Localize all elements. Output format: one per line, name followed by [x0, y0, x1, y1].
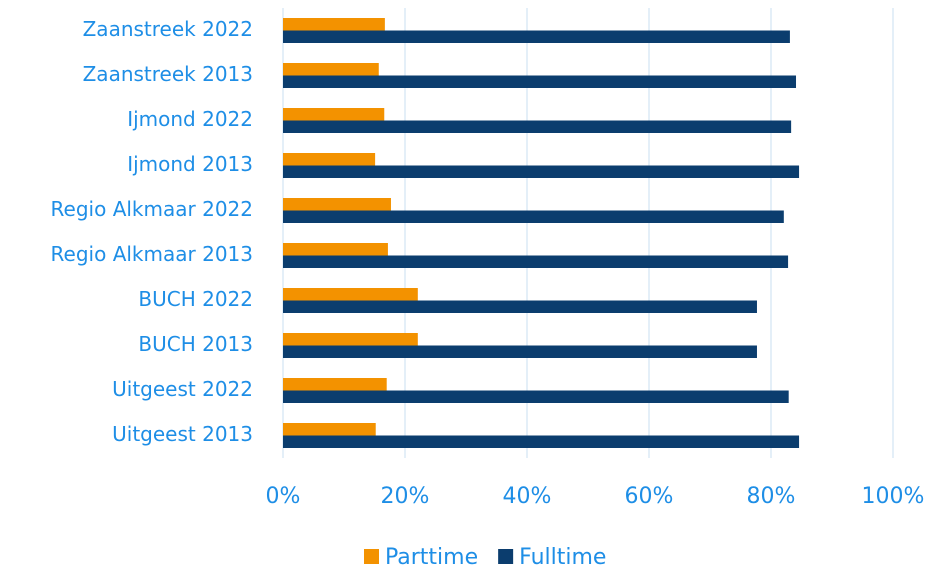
- bar: [283, 75, 797, 88]
- bar: [283, 378, 387, 391]
- x-tick-label: 0%: [266, 484, 301, 509]
- bar: [283, 243, 388, 256]
- bar: [283, 300, 757, 313]
- bar: [283, 288, 418, 301]
- bar: [283, 255, 789, 268]
- bar: [283, 333, 418, 346]
- y-tick-label: Uitgeest 2022: [112, 377, 253, 401]
- y-tick-label: Zaanstreek 2022: [83, 17, 253, 41]
- bar: [283, 210, 784, 223]
- bar: [283, 120, 792, 133]
- bar: [283, 30, 790, 43]
- legend-swatch: [364, 549, 379, 564]
- x-tick-label: 80%: [747, 484, 796, 509]
- bar: [283, 435, 800, 448]
- bar: [283, 63, 379, 76]
- y-tick-label: BUCH 2013: [138, 332, 253, 356]
- y-tick-label: Ijmond 2013: [127, 152, 253, 176]
- legend-swatch: [498, 549, 514, 564]
- y-tick-label: Regio Alkmaar 2022: [51, 197, 253, 221]
- bar: [283, 165, 800, 178]
- y-tick-label: Ijmond 2022: [127, 107, 253, 131]
- legend-label: Parttime: [385, 545, 478, 570]
- legend-label: Fulltime: [519, 545, 606, 570]
- bar: [283, 423, 376, 436]
- bar: [283, 108, 385, 121]
- y-tick-label: Uitgeest 2013: [112, 422, 253, 446]
- bar: [283, 153, 376, 166]
- bar: [283, 198, 391, 211]
- bar: [283, 345, 757, 358]
- bar: [283, 18, 385, 31]
- y-tick-label: Regio Alkmaar 2013: [51, 242, 253, 266]
- x-tick-label: 40%: [503, 484, 552, 509]
- x-tick-label: 60%: [625, 484, 674, 509]
- y-tick-label: Zaanstreek 2013: [83, 62, 253, 86]
- x-tick-label: 100%: [862, 484, 925, 509]
- bar: [283, 390, 789, 403]
- x-tick-label: 20%: [381, 484, 430, 509]
- y-tick-label: BUCH 2022: [138, 287, 253, 311]
